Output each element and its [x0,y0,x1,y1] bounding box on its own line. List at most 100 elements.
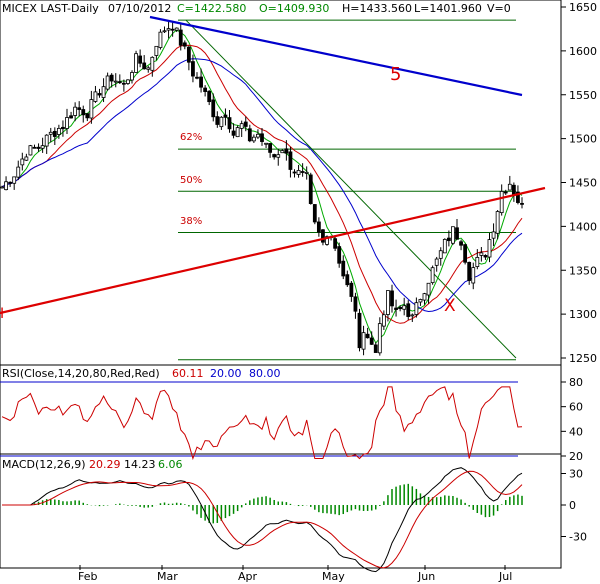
candle-body [134,53,138,73]
header-open: O=1409.930 [259,2,329,15]
candle-body [12,176,17,184]
candle-body [406,303,411,317]
candle-body [56,128,61,135]
candle-body [459,241,463,246]
candle-body [377,323,382,354]
candle-body [170,28,175,31]
header-low: L=1401.960 [414,2,482,15]
candle-body [117,81,122,84]
candle-body [418,299,423,303]
fib-38-label: 38% [180,216,202,227]
macd-value: 20.29 [89,458,121,471]
candle-body [499,191,504,214]
resistance-trend-line [149,15,523,97]
rsi-axis-tick-label: 60 [569,401,583,414]
candle-body [410,314,415,317]
wave-5-label: 5 [390,64,401,85]
candle-body [146,67,151,70]
candle-body [85,113,90,119]
signal-line [2,470,523,569]
candle-body [138,55,143,64]
candle-body [276,154,281,158]
rsi-panel [0,364,562,455]
candle-body [52,130,57,137]
candle-body [507,183,512,191]
candle-body [284,148,289,154]
candle-body [77,107,82,110]
candle-body [61,126,65,130]
candle-body [471,267,476,284]
support-trend-line [0,186,546,315]
candle-body [516,191,520,203]
candle-body [251,136,256,142]
rsi-series [0,381,523,461]
month-label-apr: Apr [238,570,258,583]
candle-body [256,133,260,138]
candle-body [235,127,240,138]
macd-label: MACD(12,26,9) [2,458,86,471]
candle-body [402,305,407,310]
candle-body [503,191,508,194]
ma-slow-line [1,58,523,313]
candle-body [211,99,216,118]
candle-body [101,86,106,98]
candle-body [174,27,179,31]
candle-body [126,79,130,84]
candle-body [394,307,398,310]
macd-signal: 14.23 [124,458,156,471]
candle-body [40,145,45,149]
price-axis-tick-label: 1500 [569,133,597,146]
candle-body [520,202,524,205]
candle-body [44,134,49,147]
candle-body [81,109,86,116]
candle-body [386,290,390,315]
candle-body [361,332,366,350]
candle-body [32,146,37,149]
candle-body [369,337,374,345]
candle-body [272,154,277,158]
candle-body [150,56,155,71]
candle-body [495,211,500,234]
axes: 1250 1300 1350 1400 1450 1500 1550 1600 1650 20 40… [79,1,597,570]
wave-left-label: I [0,306,4,322]
candle-body [337,246,342,264]
candle-body [264,142,268,145]
macd-axis-tick-label: -30 [569,531,587,544]
candle-body [97,93,102,96]
candle-body [308,174,313,204]
candle-body [341,260,346,277]
candle-body [434,258,439,266]
candle-body [390,290,394,307]
candle-body [182,42,187,47]
candle-body [312,204,317,223]
candle-body [48,131,53,135]
month-label-jun: Jun [417,570,435,583]
candle-body [381,314,386,327]
candle-body [414,302,419,315]
candle-body [422,293,427,301]
candle-body [333,238,338,249]
month-label-may: May [322,570,345,583]
wave-x-label: X [444,296,456,316]
rsi-label: RSI(Close,14,20,80,Red,Red) [2,367,160,380]
rsi-axis-tick-label: 80 [569,376,583,389]
candle-body [353,296,358,312]
rsi-line [1,386,523,461]
rsi-value: 60.11 [172,367,204,380]
candle-body [483,255,488,258]
price-axis-tick-label: 1600 [569,45,597,58]
candle-body [89,99,94,119]
candle-body [467,261,472,281]
macd-panel [0,453,562,569]
candle-body [463,244,468,263]
price-axis-tick-label: 1550 [569,89,597,102]
candle-body [491,231,496,239]
macd-series [2,467,523,573]
candle-body [296,170,301,175]
candle-body [113,80,118,83]
rsi-axis-tick-label: 40 [569,425,583,438]
candle-body [349,282,354,297]
candle-body [300,171,305,173]
price-axis-tick-label: 1650 [569,1,597,14]
price-axis-tick-label: 1450 [569,177,597,190]
